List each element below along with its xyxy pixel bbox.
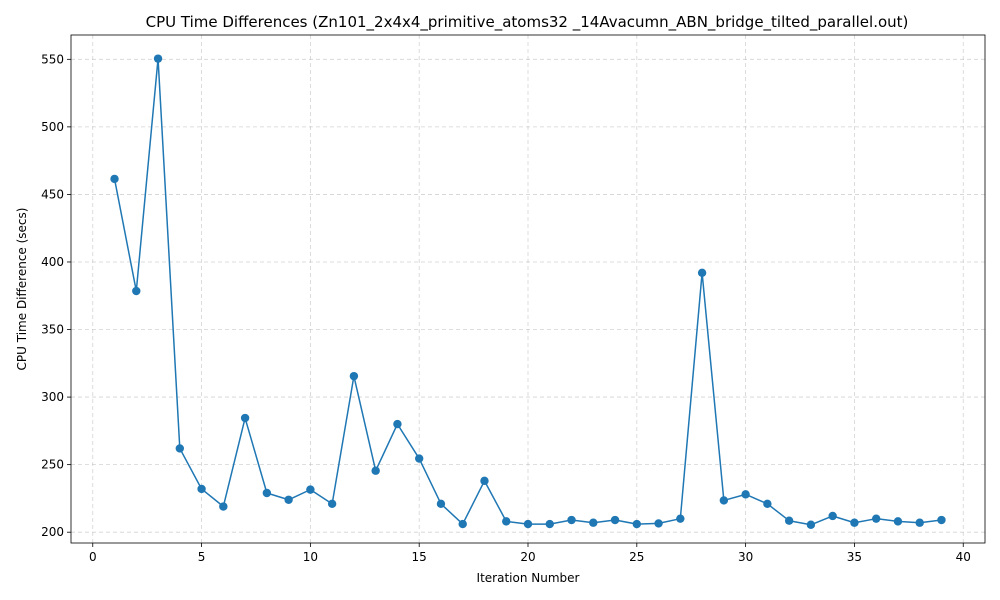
x-tick-label: 15 [412,550,427,564]
y-tick-label: 300 [41,390,64,404]
data-point [523,519,533,529]
data-point [436,499,446,509]
data-point [458,519,467,529]
y-axis-label: CPU Time Difference (secs) [15,208,29,371]
data-point [349,371,359,381]
data-point [850,518,859,527]
chart-title: CPU Time Differences (Zn101_2x4x4_primit… [146,13,909,32]
data-point [719,496,729,505]
data-point [502,517,511,526]
data-point [828,511,837,521]
data-point [763,499,772,509]
data-point [414,454,424,463]
y-tick-label: 550 [41,52,64,66]
y-tick-label: 250 [41,458,64,472]
data-point [219,502,228,511]
data-point [284,495,293,504]
data-point [697,268,707,277]
data-point [197,484,206,494]
x-tick-label: 40 [956,550,971,564]
y-tick-label: 400 [41,255,64,269]
data-point [132,286,141,296]
x-axis-ticks: 0 5 10 15 20 25 30 35 40 [89,543,971,564]
data-point [153,54,163,63]
x-tick-label: 20 [520,550,535,564]
data-point [371,466,380,475]
x-axis-label: Iteration Number [477,571,580,585]
data-point [654,519,663,528]
data-point [610,515,620,525]
x-tick-label: 0 [89,550,97,564]
data-point [915,518,924,527]
data-point [327,499,337,509]
y-axis-ticks: 200 250 300 350 400 450 500 550 [41,52,71,539]
data-point [480,476,489,486]
data-point [632,519,642,529]
series-layer [110,54,946,529]
data-point [175,444,185,453]
data-point [589,518,598,527]
data-point [545,519,554,529]
y-tick-label: 200 [41,525,64,539]
data-point [567,515,576,525]
data-point [893,517,903,526]
x-tick-label: 30 [738,550,753,564]
data-point [240,413,250,423]
y-tick-label: 500 [41,120,64,134]
data-point [937,515,946,525]
y-tick-label: 350 [41,323,64,337]
x-tick-label: 5 [198,550,206,564]
x-tick-label: 25 [629,550,644,564]
grid-layer [71,35,985,543]
x-tick-label: 10 [303,550,318,564]
data-point [871,514,881,523]
data-point [306,485,315,494]
x-tick-label: 35 [847,550,862,564]
data-point [741,490,750,499]
y-tick-label: 450 [41,187,64,201]
data-point [393,419,402,429]
data-point [806,520,816,529]
data-point [784,516,794,525]
data-point [262,488,272,498]
data-point [110,174,119,184]
data-point [676,514,685,523]
